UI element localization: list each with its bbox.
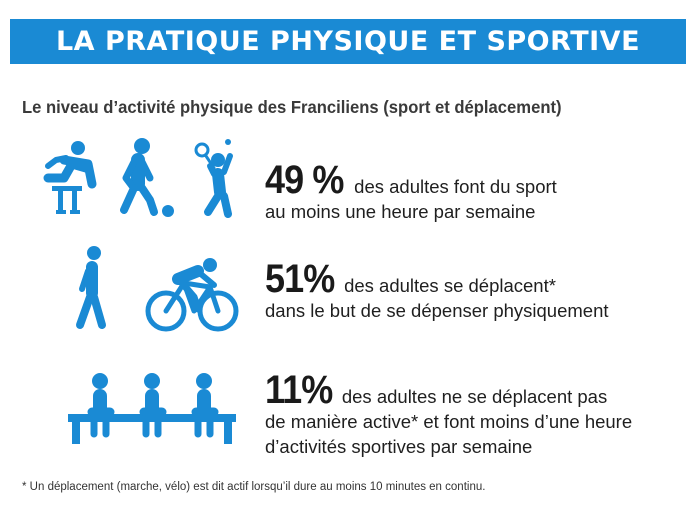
sitting-person-icon [139,373,167,438]
stat-line-2: au moins une heure par semaine [265,201,536,222]
stat-line-3: d’activités sportives par semaine [265,436,533,457]
sedentary-icons-group [68,373,236,444]
stat-percent: 11% [265,368,333,412]
stat-sport: 49 % des adultes font du sport au moins … [265,158,557,224]
hurdler-icon [43,141,97,214]
stat-line-1: des adultes se déplacent* [344,275,556,296]
title-banner: LA PRATIQUE PHYSIQUE ET SPORTIVE [10,19,686,64]
stat-line-2: dans le but de se dépenser physiquement [265,300,609,321]
stat-percent: 49 % [265,158,344,202]
football-player-icon [120,138,174,217]
stat-percent: 51% [265,257,335,301]
sitting-person-icon [191,373,219,438]
stat-line-1: des adultes font du sport [354,176,557,197]
stat-travel: 51% des adultes se déplacent* dans le bu… [265,257,609,323]
walking-person-icon [76,246,106,329]
stat-sedentary: 11% des adultes ne se déplacent pas de m… [265,368,632,459]
sport-icons-group [43,138,233,218]
cyclist-icon [145,258,239,332]
travel-icons-group [76,246,239,332]
footnote: * Un déplacement (marche, vélo) est dit … [22,481,486,493]
page-title: LA PRATIQUE PHYSIQUE ET SPORTIVE [55,26,641,57]
tennis-player-icon [194,139,233,218]
stat-line-1: des adultes ne se déplacent pas [341,386,608,407]
sitting-person-icon [87,373,115,438]
stat-line-2: de manière active* et font moins d’une h… [265,411,633,432]
subtitle: Le niveau d’activité physique des Franci… [22,97,562,117]
bench-icon [68,414,236,422]
